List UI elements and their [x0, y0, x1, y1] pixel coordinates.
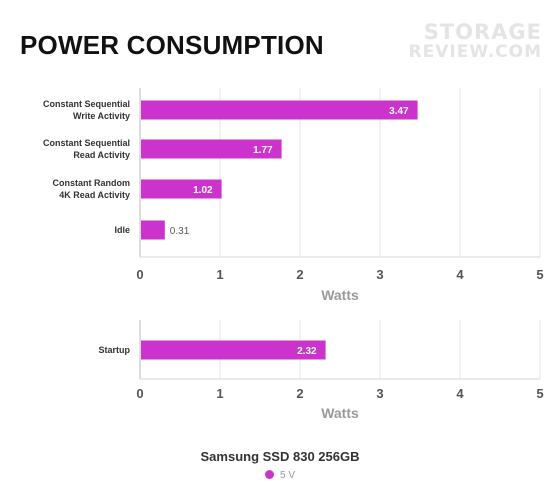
category-label: Constant Sequential [43, 138, 130, 148]
data-label: 0.31 [170, 226, 190, 237]
category-label: Idle [114, 225, 130, 235]
x-axis-label: Watts [321, 405, 359, 421]
bar [141, 220, 165, 240]
category-label: Write Activity [73, 111, 130, 121]
logo-line-1: STORAGE [423, 20, 542, 44]
category-label: 4K Read Activity [59, 190, 130, 200]
x-tick-label: 3 [376, 386, 383, 401]
bar [141, 179, 222, 199]
storagereview-logo: STORAGE REVIEW.COM [408, 20, 542, 63]
x-axis-label: Watts [321, 287, 359, 303]
data-label: 3.47 [389, 106, 409, 117]
x-tick-label: 0 [136, 267, 143, 282]
chart-title: POWER CONSUMPTION [20, 30, 324, 60]
data-label: 1.77 [253, 145, 273, 156]
x-tick-label: 1 [216, 267, 223, 282]
x-tick-label: 5 [536, 386, 543, 401]
data-label: 1.02 [193, 185, 213, 196]
bar [141, 139, 282, 159]
x-tick-label: 3 [376, 267, 383, 282]
x-tick-label: 5 [536, 267, 543, 282]
category-label: Constant Sequential [43, 99, 130, 109]
bar [141, 340, 326, 360]
x-tick-label: 2 [296, 267, 303, 282]
category-label: Startup [99, 345, 131, 355]
legend-swatch [264, 470, 274, 479]
category-label: Constant Random [53, 178, 131, 188]
legend-item-5v: 5 V [0, 470, 560, 481]
data-label: 2.32 [297, 346, 317, 357]
legend-label: 5 V [279, 470, 295, 481]
x-tick-label: 1 [216, 386, 223, 401]
legend-title: Samsung SSD 830 256GB [200, 449, 360, 464]
category-label: Read Activity [73, 150, 130, 160]
bar [141, 100, 418, 120]
logo-line-2: REVIEW.COM [408, 42, 542, 62]
x-tick-label: 0 [136, 386, 143, 401]
bar-chart: 0 1 2 3 4 5 Constant Sequential Write Activity 3… [43, 88, 544, 421]
x-tick-label: 2 [296, 386, 303, 401]
x-tick-label: 4 [456, 267, 464, 282]
x-tick-label: 4 [456, 386, 464, 401]
